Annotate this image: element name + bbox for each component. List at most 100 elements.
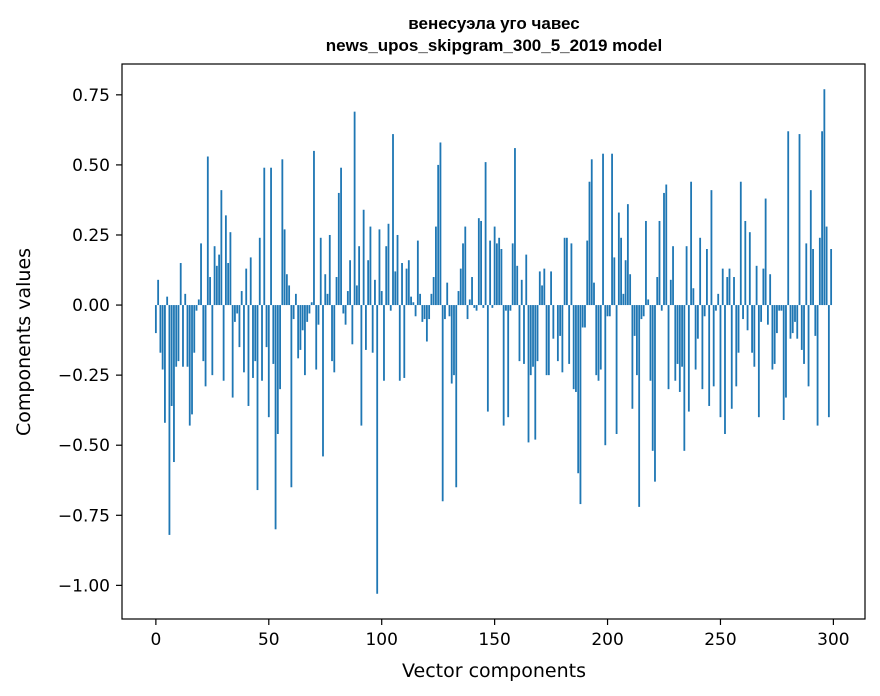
bar-76: [326, 293, 329, 306]
bar-165: [527, 305, 530, 443]
bar-218: [647, 299, 650, 306]
bar-224: [660, 305, 663, 311]
bar-73: [319, 237, 322, 306]
bar-31: [224, 215, 227, 306]
bar-259: [739, 181, 742, 306]
bar-299: [830, 249, 833, 306]
bar-193: [590, 159, 593, 306]
bar-161: [518, 305, 521, 362]
bar-271: [766, 305, 769, 325]
bar-129: [446, 282, 449, 306]
bar-214: [638, 305, 641, 507]
bar-167: [532, 305, 534, 367]
bar-290: [809, 190, 812, 306]
bar-55: [279, 305, 281, 390]
bar-17: [193, 305, 196, 353]
bar-146: [484, 162, 487, 306]
bar-173: [545, 305, 548, 376]
bar-281: [789, 305, 792, 339]
bar-192: [588, 181, 591, 306]
bar-269: [762, 268, 765, 306]
bar-81: [337, 192, 340, 306]
bar-282: [791, 305, 794, 334]
bar-121: [428, 305, 431, 320]
x-tick-label: 0: [150, 630, 161, 650]
bar-238: [692, 288, 695, 306]
bar-202: [611, 153, 613, 306]
y-tick-label: −0.75: [58, 506, 110, 526]
bar-85: [346, 291, 349, 306]
bar-52: [272, 305, 275, 364]
bar-178: [556, 305, 559, 362]
bar-170: [538, 271, 541, 306]
bar-284: [796, 305, 799, 339]
y-tick-label: −0.25: [58, 366, 110, 386]
bar-174: [547, 305, 550, 376]
bar-51: [270, 167, 272, 306]
bar-267: [757, 305, 760, 418]
bar-152: [498, 237, 501, 306]
bar-266: [755, 265, 758, 306]
bar-273: [771, 305, 774, 370]
bar-245: [708, 305, 711, 406]
bar-128: [444, 305, 446, 320]
bar-283: [794, 305, 796, 322]
bar-189: [581, 305, 584, 328]
x-tick-label: 50: [258, 630, 280, 650]
bar-270: [764, 198, 767, 306]
bar-95: [369, 226, 372, 306]
bar-1: [157, 279, 160, 306]
bar-164: [525, 254, 528, 306]
bar-160: [516, 265, 519, 306]
bar-116: [416, 240, 419, 306]
bar-43: [252, 305, 254, 378]
bar-102: [385, 246, 388, 306]
bar-107: [396, 234, 399, 306]
bar-130: [448, 305, 451, 317]
bar-226: [665, 184, 668, 306]
bar-200: [606, 305, 609, 317]
bar-90: [358, 246, 361, 306]
bar-232: [678, 305, 681, 392]
bar-124: [435, 226, 437, 306]
bar-197: [599, 305, 602, 370]
bar-292: [814, 305, 817, 336]
bar-122: [430, 293, 433, 306]
bar-285: [798, 134, 801, 306]
y-tick-label: −0.50: [58, 436, 110, 456]
bar-198: [602, 153, 604, 306]
bar-7: [170, 305, 173, 406]
bar-231: [676, 305, 679, 364]
bar-115: [414, 305, 417, 317]
bar-166: [529, 305, 532, 376]
bar-294: [818, 237, 821, 306]
bar-213: [636, 305, 638, 376]
bar-217: [645, 220, 647, 306]
bar-210: [629, 274, 632, 306]
bar-134: [457, 291, 460, 306]
bar-8: [173, 305, 175, 463]
bar-287: [803, 305, 805, 364]
bar-93: [365, 305, 367, 350]
bar-261: [744, 220, 747, 306]
bar-220: [651, 305, 654, 451]
bar-168: [534, 305, 537, 440]
bar-29: [220, 190, 223, 306]
bar-139: [468, 299, 471, 306]
bar-2: [159, 305, 162, 353]
bar-48: [263, 167, 266, 306]
bar-227: [667, 305, 670, 390]
bar-80: [335, 277, 338, 306]
bar-94: [367, 260, 370, 306]
bar-105: [392, 134, 394, 306]
bar-9: [175, 305, 178, 367]
bar-256: [733, 277, 735, 306]
bar-74: [322, 305, 324, 457]
bar-274: [773, 305, 776, 364]
bar-100: [380, 291, 383, 306]
bar-206: [620, 237, 622, 306]
bar-60: [290, 305, 293, 488]
bar-201: [608, 305, 611, 317]
bar-247: [712, 305, 715, 387]
